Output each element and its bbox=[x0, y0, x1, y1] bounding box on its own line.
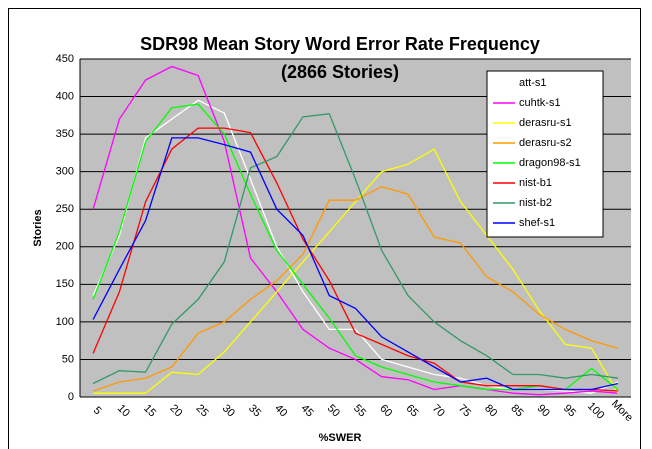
y-tick-label: 100 bbox=[56, 316, 74, 328]
legend-label: nist-b1 bbox=[519, 177, 552, 189]
series-line bbox=[92, 103, 619, 391]
chart-subtitle: (2866 Stories) bbox=[281, 62, 399, 82]
y-tick-label: 50 bbox=[62, 353, 74, 365]
y-tick-label: 450 bbox=[56, 53, 74, 65]
y-tick-label: 200 bbox=[56, 241, 74, 253]
legend-box bbox=[486, 70, 604, 238]
legend-label: dragon98-s1 bbox=[519, 157, 581, 169]
series-line bbox=[92, 113, 618, 385]
series-line bbox=[93, 148, 619, 394]
legend-label: nist-b2 bbox=[519, 197, 552, 209]
series-line bbox=[92, 186, 619, 392]
series-line bbox=[92, 137, 619, 391]
x-axis-label: %SWER bbox=[319, 432, 362, 444]
y-tick-label: 300 bbox=[56, 166, 74, 178]
legend-label: derasru-s1 bbox=[519, 117, 572, 129]
chart-title: SDR98 Mean Story Word Error Rate Frequen… bbox=[140, 34, 540, 54]
y-axis-label: Stories bbox=[32, 209, 44, 246]
y-tick-label: 400 bbox=[56, 90, 74, 102]
legend-label: shef-s1 bbox=[519, 217, 555, 229]
legend-label: cuhtk-s1 bbox=[519, 97, 561, 109]
y-tick-label: 350 bbox=[56, 128, 74, 140]
series-line bbox=[92, 127, 618, 392]
legend-label: derasru-s2 bbox=[519, 137, 572, 149]
y-tick-label: 150 bbox=[56, 278, 74, 290]
y-tick-label: 0 bbox=[68, 391, 74, 403]
series-line bbox=[92, 65, 618, 396]
legend-label: att-s1 bbox=[519, 77, 547, 89]
y-tick-label: 250 bbox=[56, 203, 74, 215]
